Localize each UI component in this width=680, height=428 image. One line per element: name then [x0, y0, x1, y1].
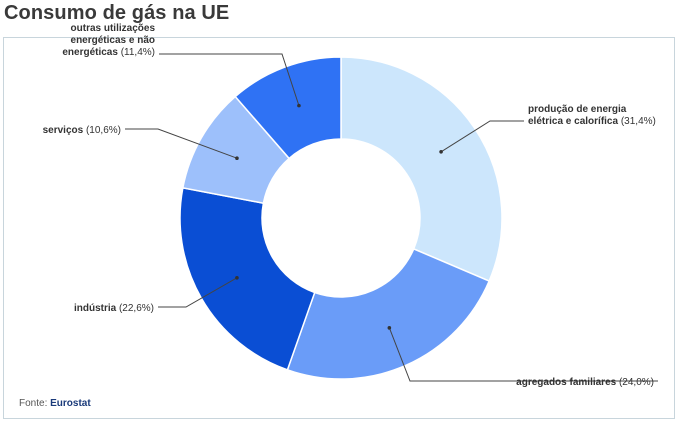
slice-label: serviços (10,6%): [43, 125, 121, 136]
slice-label-name: serviços: [43, 125, 84, 136]
slice-label-pct: (31,4%): [618, 116, 656, 127]
leader-line: [388, 327, 658, 382]
leader-line: [125, 128, 238, 159]
slice-label-name: produção de energia: [528, 104, 627, 115]
donut-slice[interactable]: [340, 56, 503, 282]
slice-label: produção de energia elétrica e calorífica…: [528, 104, 656, 127]
slice-label: indústria (22,6%): [74, 303, 154, 314]
donut-slice[interactable]: [179, 186, 316, 371]
leader-dot: [387, 326, 392, 330]
leader-line: [159, 53, 300, 106]
source-name: Eurostat: [50, 398, 91, 409]
chart-title: Consumo de gás na UE: [4, 2, 230, 24]
slice-label: agregados familiares (24,0%): [516, 377, 654, 388]
slice-label-pct: (22,6%): [116, 303, 154, 314]
slice-label-name: elétrica e calorífica: [528, 116, 618, 127]
slice-label-pct: (11,4%): [118, 47, 155, 58]
source-note: Fonte: Eurostat: [19, 398, 91, 409]
slice-label-name: energéticas: [62, 47, 118, 58]
leader-dot: [235, 156, 239, 161]
slice-label: outras utilizações energéticas e não energ…: [62, 23, 155, 58]
leader-dot: [235, 275, 239, 280]
source-label: Fonte:: [19, 398, 48, 409]
leader-line: [440, 120, 524, 153]
slice-label-name: agregados familiares: [516, 377, 616, 388]
donut-slice[interactable]: [286, 247, 491, 380]
slice-label-pct: (24,0%): [616, 377, 654, 388]
slice-label-pct: (10,6%): [83, 125, 121, 136]
leader-line: [158, 277, 238, 308]
leader-dot: [297, 103, 301, 108]
slice-label-name: energéticas e não: [71, 35, 155, 46]
leader-dot: [439, 150, 443, 154]
slice-label-name: indústria: [74, 303, 117, 314]
slice-label-name: outras utilizações: [71, 23, 156, 34]
donut-slice[interactable]: [234, 56, 342, 160]
